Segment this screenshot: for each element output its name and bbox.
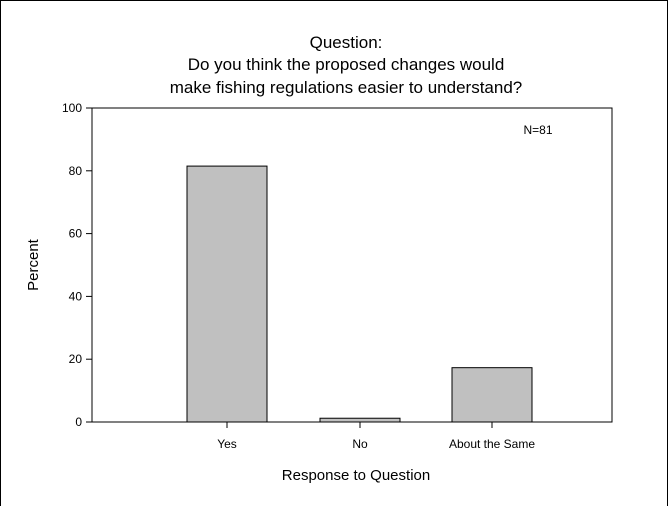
y-tick-label: 80 bbox=[69, 164, 83, 178]
y-tick-label: 60 bbox=[69, 227, 83, 241]
y-axis: 0 20 40 60 80 100 bbox=[62, 101, 92, 429]
y-tick-label: 20 bbox=[69, 352, 83, 366]
x-tick-label: Yes bbox=[217, 437, 237, 451]
x-tick-label: About the Same bbox=[449, 437, 535, 451]
y-tick-label: 100 bbox=[62, 101, 82, 115]
chart-title-line-2: Do you think the proposed changes would bbox=[188, 55, 505, 74]
sample-size-annotation: N=81 bbox=[523, 123, 552, 137]
x-axis-title: Response to Question bbox=[282, 467, 430, 484]
chart-title-line-1: Question: bbox=[310, 33, 383, 52]
y-tick-label: 0 bbox=[75, 415, 82, 429]
x-tick-label: No bbox=[352, 437, 368, 451]
bar-no bbox=[319, 417, 401, 423]
chart-title-line-3: make fishing regulations easier to under… bbox=[170, 78, 523, 97]
plot-area bbox=[91, 107, 613, 423]
bar-about-the-same bbox=[451, 367, 533, 423]
x-axis: Yes No About the Same bbox=[217, 422, 535, 451]
y-tick-label: 40 bbox=[69, 289, 83, 303]
y-axis-title: Percent bbox=[25, 238, 42, 291]
bar-series bbox=[186, 165, 533, 423]
bar-yes bbox=[186, 165, 268, 423]
